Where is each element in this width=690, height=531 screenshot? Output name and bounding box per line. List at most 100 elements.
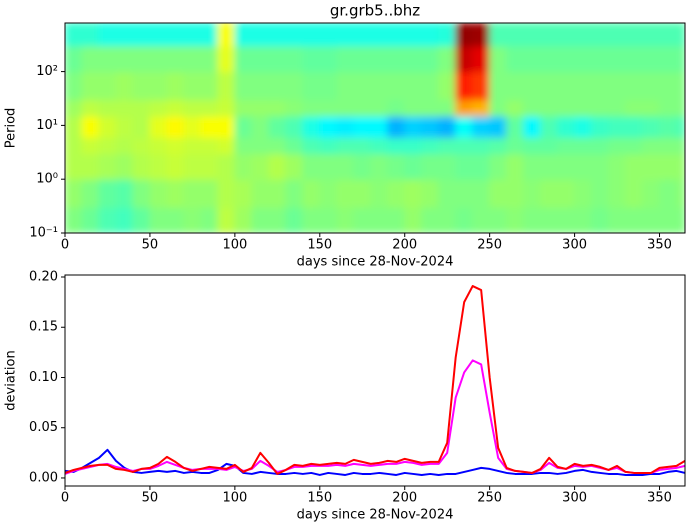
- heatmap-cell: [200, 23, 219, 47]
- heatmap-cell: [659, 206, 678, 233]
- heatmap-cell: [149, 206, 168, 233]
- heatmap-cell: [353, 115, 372, 138]
- heatmap-cell: [591, 178, 610, 208]
- heatmap-cell: [608, 206, 627, 233]
- heatmap-cell: [455, 71, 474, 101]
- heatmap-cell: [81, 136, 100, 155]
- x-tick-label: 0: [61, 491, 69, 506]
- heatmap-cell: [404, 45, 423, 73]
- heatmap-cell: [591, 206, 610, 233]
- heatmap-cell: [65, 136, 83, 155]
- heatmap-cell: [574, 45, 593, 73]
- heatmap-cell: [81, 115, 100, 138]
- heatmap-cell: [132, 206, 151, 233]
- heatmap-cell: [65, 178, 83, 208]
- heatmap-cell: [540, 45, 559, 73]
- heatmap-cell: [659, 153, 678, 180]
- heatmap-cell: [557, 153, 576, 180]
- heatmap-cell: [302, 99, 321, 117]
- heatmap-cell: [353, 136, 372, 155]
- heatmap-cell: [81, 23, 100, 47]
- heatmap-cell: [557, 99, 576, 117]
- heatmap-cell: [302, 45, 321, 73]
- axes-frame: [64, 274, 686, 487]
- y-tick-label: 10⁻¹: [29, 226, 58, 241]
- heatmap-cell: [387, 71, 406, 101]
- series-line: [64, 359, 686, 475]
- heatmap-cell: [149, 153, 168, 180]
- heatmap-cell: [65, 23, 83, 47]
- heatmap-cell: [438, 206, 457, 233]
- heatmap-cell: [404, 153, 423, 180]
- heatmap-cell: [81, 153, 100, 180]
- heatmap-cell: [217, 115, 236, 138]
- heatmap-cell: [166, 99, 185, 117]
- heatmap-cell: [455, 45, 474, 73]
- series-line: [64, 285, 686, 475]
- heatmap-cell: [353, 71, 372, 101]
- heatmap-cell: [489, 115, 508, 138]
- heatmap-cell: [65, 45, 83, 73]
- heatmap-cell: [438, 178, 457, 208]
- heatmap-cell: [65, 99, 83, 117]
- heatmap-cell: [81, 178, 100, 208]
- heatmap-cell: [149, 71, 168, 101]
- heatmap-cell: [557, 45, 576, 73]
- heatmap-cell: [540, 206, 559, 233]
- heatmap-cell: [574, 99, 593, 117]
- heatmap-cell: [659, 115, 678, 138]
- heatmap-cell: [387, 153, 406, 180]
- heatmap-cell: [268, 206, 287, 233]
- heatmap-cell: [98, 115, 117, 138]
- heatmap-cell: [506, 153, 525, 180]
- heatmap-cell: [200, 45, 219, 73]
- heatmap-cell: [251, 115, 270, 138]
- x-tick-label: 350: [647, 491, 672, 506]
- heatmap-cell: [574, 178, 593, 208]
- heatmap-cell: [353, 23, 372, 47]
- heatmap-cell: [336, 71, 355, 101]
- heatmap-cell: [506, 115, 525, 138]
- heatmap-cell: [608, 178, 627, 208]
- heatmap-cell: [98, 71, 117, 101]
- heatmap-cell: [268, 45, 287, 73]
- heatmap-cell: [404, 23, 423, 47]
- heatmap-cell: [98, 23, 117, 47]
- heatmap-cell: [540, 99, 559, 117]
- x-axis-label: days since 28-Nov-2024: [297, 255, 454, 270]
- heatmap-cell: [217, 153, 236, 180]
- heatmap-cell: [472, 153, 491, 180]
- heatmap-cell: [625, 153, 644, 180]
- heatmap-cell: [149, 115, 168, 138]
- heatmap-cell: [302, 178, 321, 208]
- heatmap-cell: [302, 136, 321, 155]
- heatmap-cell: [268, 153, 287, 180]
- heatmap-cell: [370, 71, 389, 101]
- heatmap-cell: [370, 45, 389, 73]
- heatmap-cell: [438, 136, 457, 155]
- heatmap-cell: [421, 153, 440, 180]
- heatmap-cell: [523, 136, 542, 155]
- heatmap-cell: [183, 23, 202, 47]
- heatmap-cell: [489, 45, 508, 73]
- heatmap-cell: [489, 178, 508, 208]
- heatmap-cell: [387, 23, 406, 47]
- heatmap-cell: [438, 23, 457, 47]
- heatmap-cell: [251, 178, 270, 208]
- heatmap-cell: [115, 115, 134, 138]
- y-tick-label: 0.20: [29, 270, 58, 285]
- heatmap-cell: [132, 23, 151, 47]
- heatmap-cell: [642, 23, 661, 47]
- heatmap-cell: [370, 99, 389, 117]
- heatmap-cell: [421, 71, 440, 101]
- heatmap-cell: [489, 136, 508, 155]
- heatmap-cell: [676, 99, 685, 117]
- heatmap-cell: [642, 115, 661, 138]
- x-tick-label: 100: [222, 491, 247, 506]
- heatmap-cell: [268, 178, 287, 208]
- heatmap-cell: [183, 136, 202, 155]
- heatmap-cell: [183, 71, 202, 101]
- heatmap-cell: [404, 136, 423, 155]
- heatmap-cell: [217, 99, 236, 117]
- y-tick-label: 0.00: [29, 470, 58, 485]
